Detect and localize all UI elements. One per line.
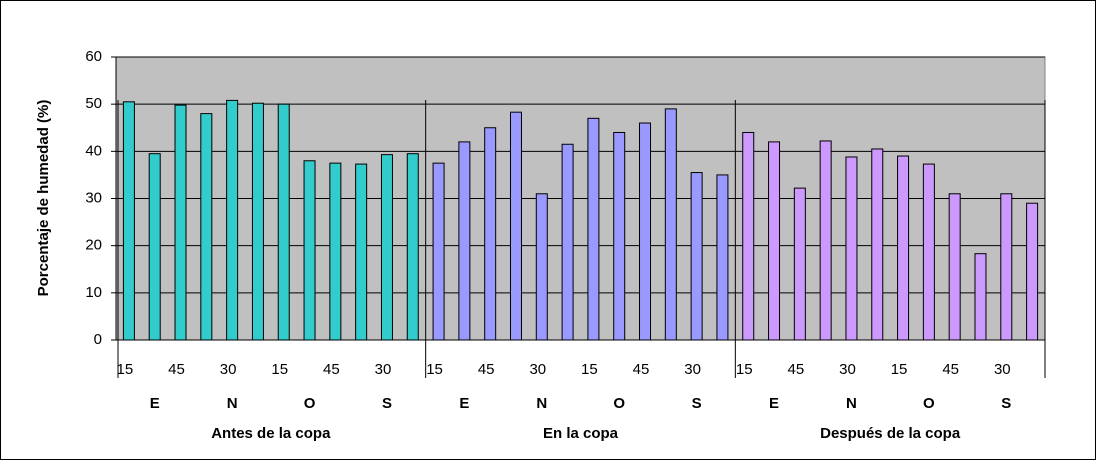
bar (948, 193, 961, 341)
bar (251, 102, 264, 341)
bar (639, 122, 652, 341)
y-tick-label: 30 (85, 189, 102, 206)
x-tick-label: 30 (529, 361, 546, 378)
x-tick-label: 30 (994, 361, 1011, 378)
x-tick-label: 45 (633, 361, 650, 378)
y-tick-label: 20 (85, 237, 102, 254)
bar (303, 160, 316, 341)
bar (819, 140, 832, 341)
x-tick-label: 15 (117, 361, 134, 378)
month-label: N (536, 395, 547, 412)
bar (871, 148, 884, 341)
bar (613, 131, 626, 341)
bar (742, 131, 755, 341)
bar (122, 101, 135, 341)
bar (174, 104, 187, 341)
bar (226, 99, 239, 341)
x-tick-label: 15 (736, 361, 753, 378)
bar (1000, 193, 1013, 341)
bar (329, 162, 342, 341)
month-label: S (382, 395, 392, 412)
x-tick-label: 45 (942, 361, 959, 378)
bar (148, 153, 161, 341)
y-tick-label: 40 (85, 142, 102, 159)
y-tick-label: 50 (85, 95, 102, 112)
bar (277, 103, 290, 341)
bar (1026, 202, 1039, 341)
x-tick-label: 15 (581, 361, 598, 378)
y-tick-label: 60 (85, 48, 102, 65)
month-label: O (304, 395, 316, 412)
y-axis-title: Porcentaje de humedad (%) (35, 100, 52, 297)
x-tick-label: 30 (220, 361, 237, 378)
x-tick-label: 45 (478, 361, 495, 378)
month-label: E (459, 395, 469, 412)
month-label: E (150, 395, 160, 412)
bar (845, 156, 858, 341)
month-label: N (227, 395, 238, 412)
y-tick-label: 0 (94, 331, 102, 348)
y-tick-label: 10 (85, 284, 102, 301)
bar (793, 187, 806, 341)
bar (509, 111, 522, 341)
bar (355, 163, 368, 341)
group-label: En la copa (543, 425, 619, 442)
x-tick-label: 15 (891, 361, 908, 378)
month-label: E (769, 395, 779, 412)
bar (922, 163, 935, 341)
x-tick-label: 45 (323, 361, 340, 378)
bar (974, 253, 987, 341)
x-tick-label: 30 (684, 361, 701, 378)
bar (897, 155, 910, 341)
bar (690, 172, 703, 341)
bar (380, 154, 393, 341)
bar (458, 141, 471, 341)
bar (484, 127, 497, 341)
bar (406, 153, 419, 341)
group-label: Antes de la copa (211, 425, 331, 442)
bar (664, 108, 677, 341)
bar (587, 117, 600, 341)
month-label: S (1001, 395, 1011, 412)
x-tick-label: 15 (426, 361, 443, 378)
bar (200, 113, 213, 341)
x-tick-label: 15 (271, 361, 288, 378)
bar (561, 143, 574, 341)
x-tick-label: 30 (839, 361, 856, 378)
bar (716, 174, 729, 341)
month-label: S (692, 395, 702, 412)
bar (432, 162, 445, 341)
bar (535, 193, 548, 341)
x-tick-label: 30 (375, 361, 392, 378)
month-label: O (613, 395, 625, 412)
month-label: O (923, 395, 935, 412)
month-label: N (846, 395, 857, 412)
bar (768, 141, 781, 341)
x-tick-label: 45 (788, 361, 805, 378)
x-tick-label: 45 (168, 361, 185, 378)
group-label: Después de la copa (820, 425, 961, 442)
